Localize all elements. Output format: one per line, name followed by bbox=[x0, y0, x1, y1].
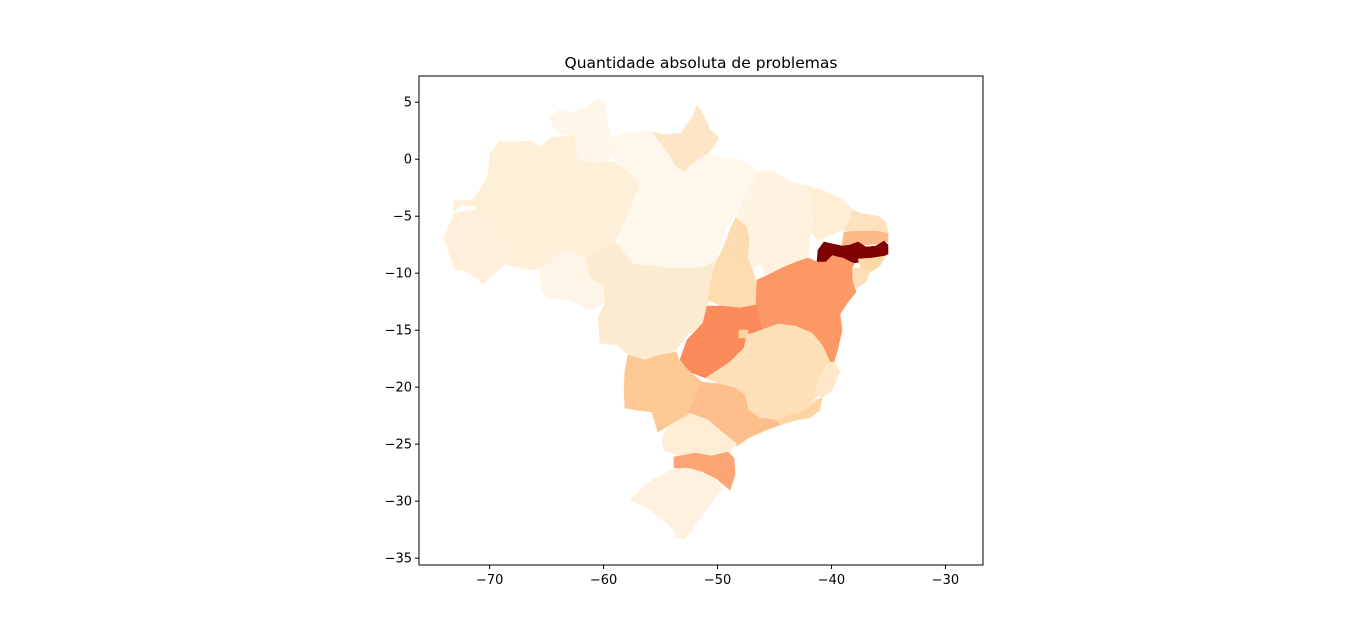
y-tick-label: −10 bbox=[385, 267, 412, 282]
y-tick-label: −20 bbox=[385, 381, 412, 396]
region-es bbox=[814, 361, 841, 399]
y-tick-label: −5 bbox=[393, 210, 412, 225]
x-tick-label: −30 bbox=[932, 573, 959, 588]
x-tick-label: −40 bbox=[818, 573, 845, 588]
x-axis: −70 −60 −50 −40 −30 bbox=[476, 565, 959, 588]
y-tick-label: −35 bbox=[385, 552, 412, 567]
y-tick-label: 0 bbox=[404, 153, 412, 168]
y-tick-label: 5 bbox=[404, 96, 412, 111]
x-tick-label: −50 bbox=[704, 573, 731, 588]
map-regions bbox=[443, 98, 889, 541]
region-pe bbox=[816, 240, 889, 264]
y-axis: 5 0 −5 −10 −15 −20 −25 −30 −35 bbox=[385, 96, 419, 567]
y-tick-label: −30 bbox=[385, 495, 412, 510]
region-pa bbox=[611, 130, 761, 269]
region-ro bbox=[539, 249, 605, 311]
axes-frame bbox=[418, 75, 984, 566]
region-ce bbox=[806, 185, 854, 242]
x-tick-label: −70 bbox=[476, 573, 503, 588]
region-mt bbox=[585, 240, 717, 361]
region-sp bbox=[687, 381, 781, 447]
y-tick-label: −15 bbox=[385, 324, 412, 339]
chart-title: Quantidade absoluta de problemas bbox=[565, 54, 838, 72]
region-rs bbox=[629, 467, 723, 541]
y-tick-label: −25 bbox=[385, 438, 412, 453]
x-tick-label: −60 bbox=[590, 573, 617, 588]
